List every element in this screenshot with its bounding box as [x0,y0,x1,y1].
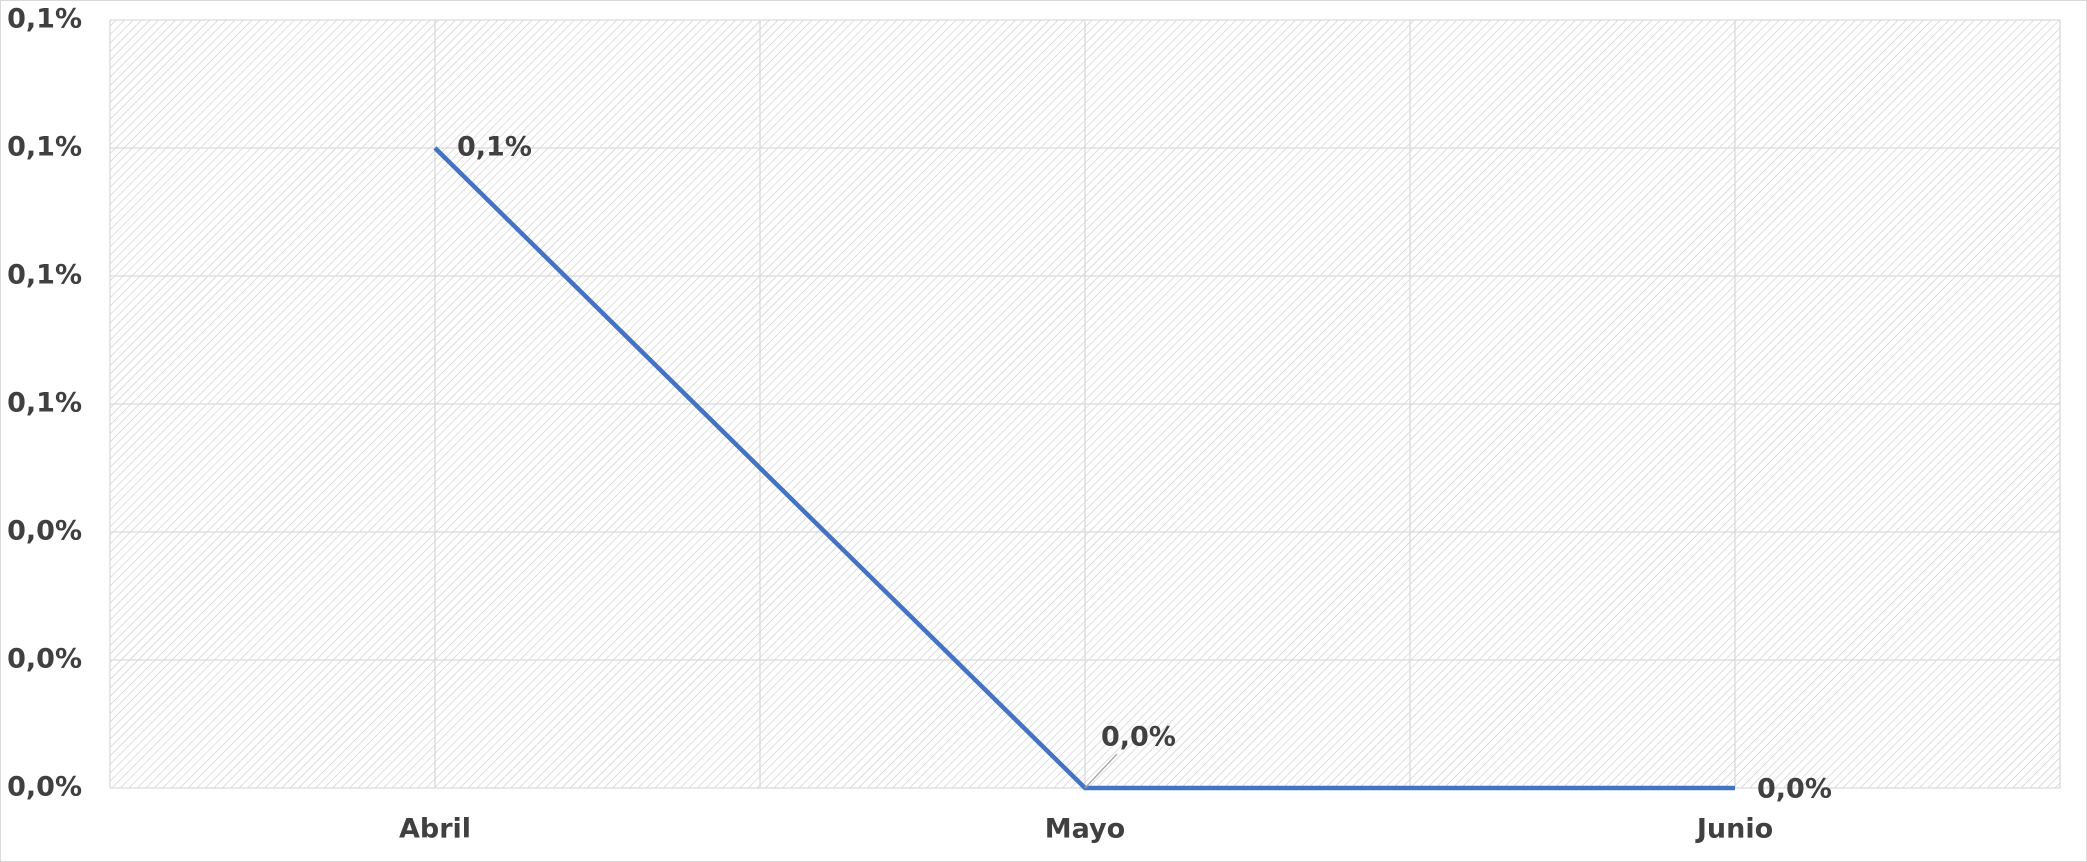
x-tick-label: Mayo [1045,814,1125,845]
y-tick-label: 0,0% [7,516,82,547]
x-tick-label: Junio [1695,814,1773,845]
y-tick-label: 0,0% [7,772,82,803]
data-label: 0,0% [1101,722,1176,753]
x-tick-label: Abril [399,814,471,845]
data-label: 0,0% [1757,774,1832,805]
leader-line [1084,753,1118,789]
y-tick-label: 0,1% [7,260,82,291]
y-tick-label: 0,0% [7,644,82,675]
y-tick-label: 0,1% [7,388,82,419]
data-label: 0,1% [457,132,532,163]
y-tick-label: 0,1% [7,132,82,163]
y-tick-label: 0,1% [7,4,82,35]
